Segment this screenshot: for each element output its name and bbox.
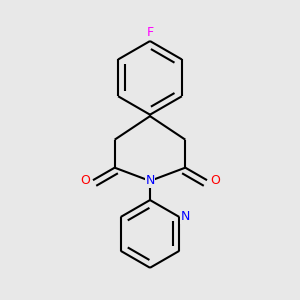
Text: O: O — [210, 174, 220, 187]
Text: N: N — [145, 174, 155, 188]
Text: N: N — [181, 211, 190, 224]
Text: F: F — [146, 26, 154, 39]
Text: O: O — [80, 174, 90, 187]
